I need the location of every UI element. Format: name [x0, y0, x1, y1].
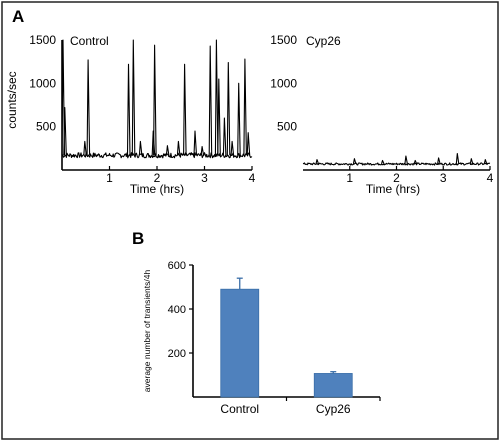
control-baseline-trace [61, 152, 253, 159]
cyp26-y-tick-label: 1000 [270, 76, 297, 90]
control-trace-label: Control [70, 34, 109, 48]
cyp26-y-tick-label: 500 [277, 120, 297, 134]
control-x-axis-title: Time (hrs) [130, 182, 184, 196]
control-spike [63, 107, 67, 156]
cyp26-spike [352, 158, 357, 165]
bar-category-label: Cyp26 [316, 402, 351, 416]
control-spike [165, 145, 170, 156]
control-trace-plot: Control counts/sec Time (hrs) 1500 1000 50… [5, 33, 256, 196]
bar-control [220, 288, 260, 398]
bar-y-tick-label: 200 [168, 348, 186, 360]
cyp26-x-tick-label: 1 [346, 171, 353, 185]
control-spike [237, 82, 241, 156]
cyp26-trace-label: Cyp26 [306, 34, 341, 48]
control-spike [83, 140, 87, 156]
control-spike [214, 39, 219, 156]
cyp26-spike [413, 159, 418, 165]
cyp26-spike [437, 157, 441, 165]
control-spike [131, 39, 136, 156]
control-spike [200, 146, 205, 156]
bar-category-label: Control [220, 402, 259, 416]
cyp26-spike [469, 158, 474, 165]
cyp26-x-axis-title: Time (hrs) [366, 182, 420, 196]
transients-bar-chart: average number of transients/4h 600 400 20… [142, 260, 381, 416]
panel-label-b: B [132, 229, 144, 248]
cyp26-y-tick-label: 1500 [270, 33, 297, 47]
control-x-tick-label: 2 [154, 171, 161, 185]
cyp26-x-tick-label: 3 [440, 171, 447, 185]
bar-y-axis-title: average number of transients/4h [142, 270, 152, 393]
cyp26-spike [483, 159, 488, 165]
control-spike [230, 140, 235, 156]
control-y-tick-label: 500 [36, 120, 56, 134]
cyp26-spike [404, 155, 408, 165]
cyp26-spike [315, 159, 320, 165]
control-x-tick-label: 4 [249, 171, 256, 185]
control-spike [138, 140, 143, 156]
control-spike [222, 117, 227, 156]
control-spike [153, 44, 157, 156]
control-y-axis-title: counts/sec [5, 71, 19, 128]
control-spike [183, 63, 187, 156]
control-spike [193, 130, 198, 156]
control-x-tick-label: 1 [106, 171, 113, 185]
control-spike [217, 78, 221, 156]
control-spike [86, 59, 91, 156]
cyp26-spike [455, 152, 460, 164]
control-spike [246, 132, 251, 156]
cyp26-trace-plot: Cyp26 Time (hrs) 1500 1000 500 1 2 3 4 [270, 33, 493, 196]
control-spike [226, 61, 231, 156]
control-spike [176, 140, 181, 156]
cyp26-spike [380, 159, 385, 165]
control-spike [243, 58, 247, 156]
control-spike [151, 130, 156, 156]
bar-y-tick-label: 400 [168, 304, 186, 316]
control-spike [208, 45, 213, 156]
control-spike [61, 39, 66, 156]
bar-y-tick-label: 600 [168, 260, 186, 272]
control-y-tick-label: 1000 [29, 76, 56, 90]
bar-cyp26 [313, 373, 353, 398]
cyp26-baseline-trace [302, 162, 491, 166]
panel-label-a: A [12, 7, 24, 26]
control-y-tick-label: 1500 [29, 33, 56, 47]
cyp26-x-tick-label: 2 [393, 171, 400, 185]
cyp26-x-tick-label: 4 [487, 171, 494, 185]
control-spike [126, 63, 131, 156]
control-x-tick-label: 3 [201, 171, 208, 185]
